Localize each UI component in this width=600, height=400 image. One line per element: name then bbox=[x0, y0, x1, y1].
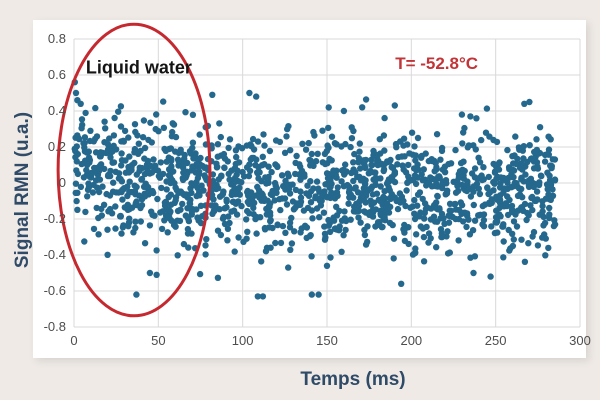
x-tick-label: 200 bbox=[400, 333, 423, 348]
temperature-annotation: T= -52.8°C bbox=[395, 54, 479, 74]
x-tick-label: 100 bbox=[231, 333, 254, 348]
x-tick-label: 250 bbox=[484, 333, 507, 348]
x-tick-label: 150 bbox=[316, 333, 338, 348]
y-tick-label: -0.4 bbox=[43, 247, 66, 262]
x-tick-label: 50 bbox=[151, 333, 166, 348]
y-tick-label: -0.8 bbox=[43, 319, 66, 334]
highlight-ellipse bbox=[56, 22, 212, 318]
x-tick-label: 0 bbox=[70, 333, 78, 348]
y-tick-label: -0.6 bbox=[43, 283, 66, 298]
y-tick-label: 0.4 bbox=[47, 103, 66, 118]
y-tick-label: 0.8 bbox=[47, 31, 66, 46]
y-tick-label: -0.2 bbox=[43, 211, 66, 226]
y-tick-label: 0.2 bbox=[47, 139, 66, 154]
x-axis-title: Temps (ms) bbox=[300, 369, 406, 390]
liquid-water-annotation: Liquid water bbox=[85, 57, 192, 78]
scatter-points bbox=[71, 96, 559, 281]
y-tick-label: 0.6 bbox=[47, 67, 66, 82]
x-tick-label: 300 bbox=[569, 333, 591, 348]
y-tick-label: 0 bbox=[58, 175, 66, 190]
scatter-outlier-points bbox=[71, 79, 533, 300]
